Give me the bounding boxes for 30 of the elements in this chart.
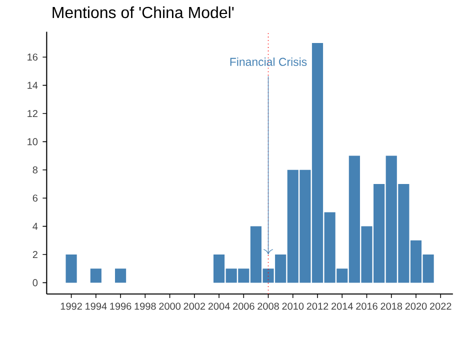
x-tick-label: 2014	[332, 302, 353, 310]
x-tick-label: 1994	[86, 302, 107, 310]
bar	[66, 254, 77, 283]
y-tick-label: 16	[28, 54, 38, 61]
annotation: Financial Crisis	[230, 58, 307, 66]
bar	[90, 268, 102, 283]
y-tick-label: 10	[28, 138, 38, 146]
x-tick-label: 1996	[110, 302, 132, 310]
y-tick-label: 0	[32, 279, 38, 286]
y-tick-label: 14	[28, 82, 38, 89]
x-tick-label: 2018	[380, 302, 402, 310]
x-tick-label: 2020	[405, 302, 427, 310]
bar	[114, 268, 126, 283]
y-tick-label: 2	[32, 251, 38, 258]
x-tick-label: 1998	[134, 302, 156, 310]
y-tick-label: 4	[32, 222, 38, 230]
x-tick-label: 2016	[356, 302, 378, 310]
x-tick-label: 2004	[208, 302, 230, 310]
y-tick-label: 12	[28, 110, 38, 117]
x-tick-label: 1992	[60, 302, 82, 310]
x-tick-label: 2022	[430, 302, 452, 310]
x-tick-label: 2000	[159, 302, 180, 310]
x-tick-label: 2008	[258, 302, 279, 310]
chart-title: Mentions of 'China Model'	[52, 6, 234, 18]
y-tick-label: 8	[32, 166, 38, 174]
x-tick-label: 2012	[306, 302, 328, 310]
x-tick-label: 2002	[184, 302, 206, 310]
x-tick-label: 2006	[233, 302, 254, 310]
x-tick-label: 2010	[282, 302, 304, 310]
y-tick-label: 6	[32, 194, 38, 202]
